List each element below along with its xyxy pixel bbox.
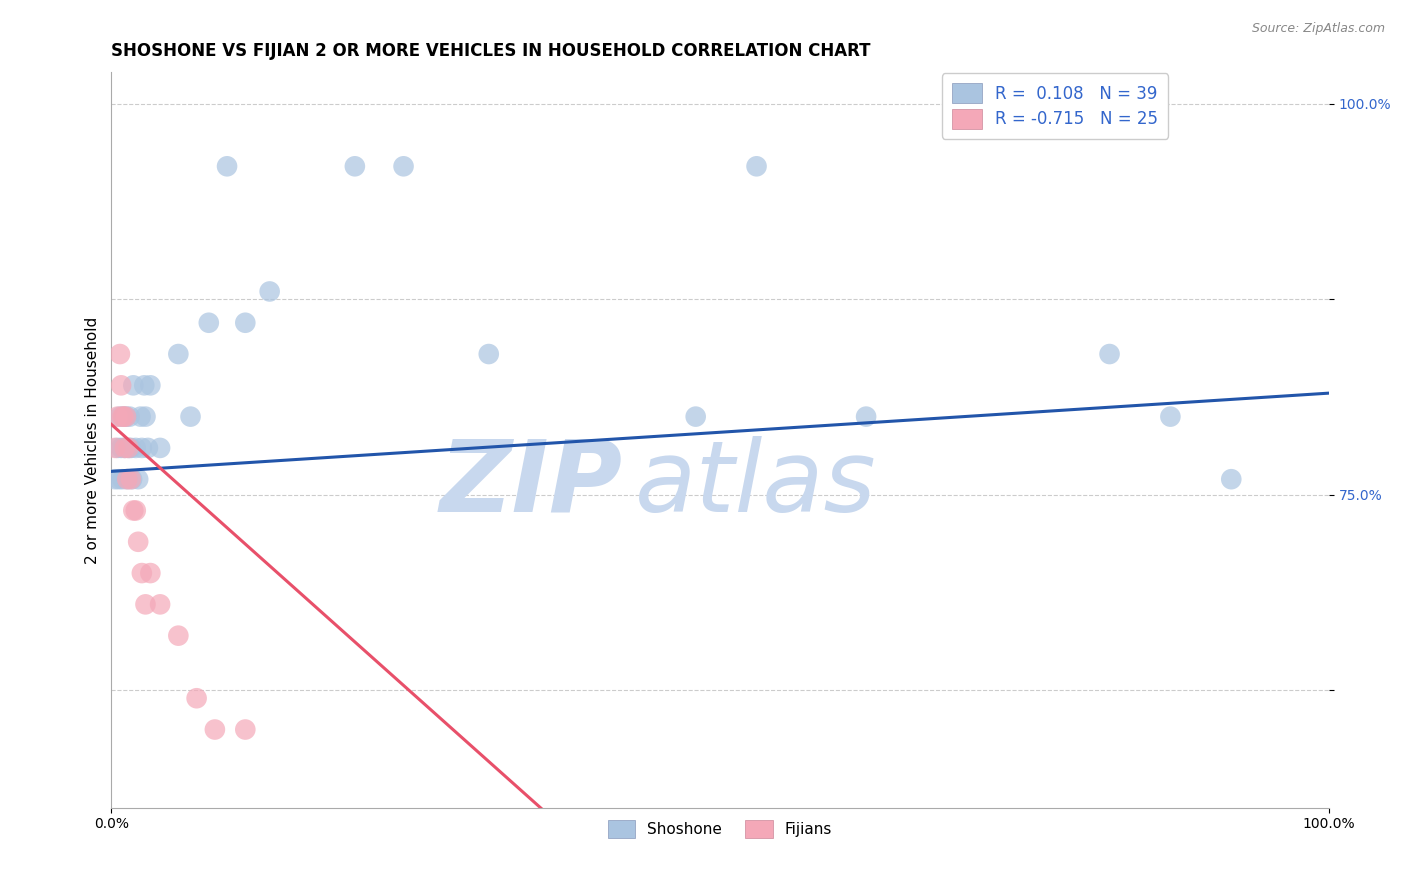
Point <box>125 441 148 455</box>
Point <box>121 472 143 486</box>
Point <box>139 378 162 392</box>
Point <box>112 409 135 424</box>
Point <box>104 472 127 486</box>
Point <box>745 159 768 173</box>
Point <box>149 441 172 455</box>
Text: SHOSHONE VS FIJIAN 2 OR MORE VEHICLES IN HOUSEHOLD CORRELATION CHART: SHOSHONE VS FIJIAN 2 OR MORE VEHICLES IN… <box>111 42 870 60</box>
Point <box>139 566 162 580</box>
Point <box>180 409 202 424</box>
Point <box>129 409 152 424</box>
Point <box>122 503 145 517</box>
Point <box>107 409 129 424</box>
Point <box>478 347 501 361</box>
Point <box>114 441 136 455</box>
Point <box>127 534 149 549</box>
Text: ZIP: ZIP <box>440 435 623 533</box>
Point <box>186 691 208 706</box>
Point <box>112 409 135 424</box>
Point <box>107 441 129 455</box>
Point <box>1098 347 1121 361</box>
Point <box>149 598 172 612</box>
Point <box>110 441 132 455</box>
Point <box>108 347 131 361</box>
Point <box>104 441 127 455</box>
Point <box>233 723 256 737</box>
Point <box>392 159 415 173</box>
Point <box>110 378 132 392</box>
Legend: Shoshone, Fijians: Shoshone, Fijians <box>602 814 838 844</box>
Point <box>134 598 156 612</box>
Point <box>134 409 156 424</box>
Point <box>115 409 138 424</box>
Point <box>215 159 238 173</box>
Point <box>131 441 153 455</box>
Text: atlas: atlas <box>636 435 876 533</box>
Point <box>1220 472 1243 486</box>
Point <box>117 441 139 455</box>
Y-axis label: 2 or more Vehicles in Household: 2 or more Vehicles in Household <box>86 317 100 564</box>
Point <box>134 378 156 392</box>
Point <box>111 409 134 424</box>
Point <box>1159 409 1181 424</box>
Point <box>118 409 141 424</box>
Point <box>107 472 129 486</box>
Point <box>120 441 142 455</box>
Point <box>204 723 226 737</box>
Text: Source: ZipAtlas.com: Source: ZipAtlas.com <box>1251 22 1385 36</box>
Point <box>111 472 134 486</box>
Point <box>127 472 149 486</box>
Point <box>136 441 159 455</box>
Point <box>125 503 148 517</box>
Point <box>197 316 219 330</box>
Point <box>131 566 153 580</box>
Point <box>114 441 136 455</box>
Point <box>685 409 707 424</box>
Point <box>108 409 131 424</box>
Point <box>115 409 138 424</box>
Point <box>115 472 138 486</box>
Point <box>233 316 256 330</box>
Point <box>117 441 139 455</box>
Point <box>343 159 366 173</box>
Point <box>259 285 281 299</box>
Point <box>115 472 138 486</box>
Point <box>167 347 190 361</box>
Point <box>122 378 145 392</box>
Point <box>167 629 190 643</box>
Point <box>120 472 142 486</box>
Point <box>855 409 877 424</box>
